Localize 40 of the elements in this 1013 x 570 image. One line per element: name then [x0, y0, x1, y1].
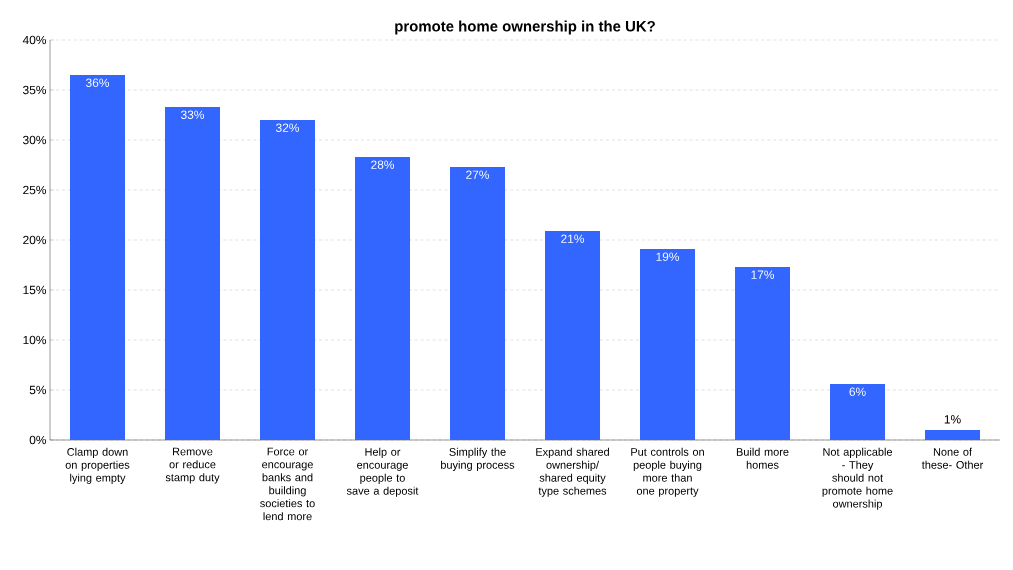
bar — [355, 157, 411, 440]
bar — [545, 231, 601, 440]
x-tick-label: None of these- Other — [921, 447, 984, 469]
data-label: 32% — [275, 123, 300, 132]
bar — [640, 249, 696, 440]
chart-title: promote home ownership in the UK? — [395, 20, 655, 35]
y-tick-label: 35% — [23, 85, 47, 95]
data-label: 1% — [944, 415, 961, 424]
x-tick-label: Help or encourage people to save a deposit — [346, 447, 419, 497]
x-tick-label: Put controls on people buying more than one property — [631, 447, 704, 497]
y-tick-label: 15% — [23, 285, 47, 295]
data-label: 27% — [466, 170, 490, 179]
data-label: 19% — [656, 252, 680, 261]
bar — [925, 430, 981, 440]
x-tick-label: Force or encourage banks and building societies to lend more — [260, 447, 315, 521]
data-label: 33% — [180, 110, 205, 119]
y-tick-label: 0% — [29, 435, 47, 445]
data-label: 36% — [85, 78, 110, 87]
x-tick-label: Build more homes — [736, 447, 789, 469]
data-label: 17% — [751, 270, 775, 279]
x-tick-label: Not applicable - They should not promote home ownership — [822, 447, 893, 510]
bar — [735, 267, 791, 440]
bar — [830, 384, 886, 440]
x-tick-label: Clamp down on properties lying empty — [65, 447, 130, 484]
data-label: 6% — [849, 387, 866, 396]
bar — [70, 75, 125, 440]
y-tick-label: 5% — [29, 385, 47, 395]
x-tick-label: Remove or reduce stamp duty — [165, 447, 220, 484]
bar — [165, 107, 220, 440]
bar — [260, 120, 315, 440]
bar — [450, 167, 506, 440]
y-tick-label: 40% — [22, 35, 47, 45]
y-tick-label: 30% — [23, 135, 47, 145]
data-label: 28% — [371, 160, 395, 169]
x-tick-label: Expand shared ownership/ shared equity type schemes — [536, 447, 609, 497]
y-tick-label: 25% — [23, 185, 47, 195]
x-tick-label: Simplify the buying process — [441, 447, 515, 471]
data-label: 21% — [561, 234, 585, 243]
y-tick-label: 10% — [23, 335, 47, 345]
y-tick-label: 20% — [23, 235, 47, 245]
